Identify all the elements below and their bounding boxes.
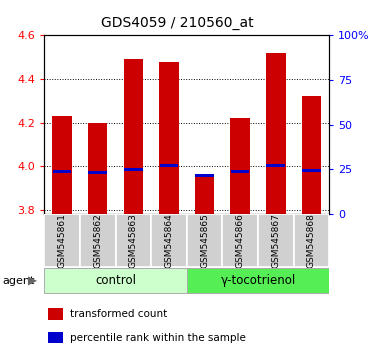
Bar — [258, 214, 294, 267]
Bar — [53, 170, 71, 173]
Bar — [302, 169, 321, 172]
Bar — [187, 268, 329, 293]
Bar — [195, 174, 214, 177]
Text: GSM545867: GSM545867 — [271, 213, 280, 268]
Bar — [48, 332, 63, 343]
Bar — [160, 164, 178, 166]
Bar — [52, 116, 72, 214]
Bar — [293, 214, 329, 267]
Bar — [89, 171, 107, 174]
Text: GDS4059 / 210560_at: GDS4059 / 210560_at — [101, 16, 253, 30]
Bar — [231, 170, 249, 173]
Bar — [80, 214, 116, 267]
Text: GSM545861: GSM545861 — [58, 213, 67, 268]
Bar — [230, 118, 250, 214]
Text: GSM545866: GSM545866 — [236, 213, 244, 268]
Bar — [301, 96, 321, 214]
Bar — [124, 168, 142, 171]
Bar — [116, 214, 151, 267]
Bar — [159, 62, 179, 214]
Text: GSM545862: GSM545862 — [93, 213, 102, 268]
Text: control: control — [95, 274, 136, 287]
Text: percentile rank within the sample: percentile rank within the sample — [70, 333, 246, 343]
Bar — [48, 308, 63, 320]
Text: ▶: ▶ — [28, 274, 37, 287]
Text: GSM545863: GSM545863 — [129, 213, 138, 268]
Text: γ-tocotrienol: γ-tocotrienol — [220, 274, 296, 287]
Text: GSM545864: GSM545864 — [164, 213, 173, 268]
Text: transformed count: transformed count — [70, 309, 167, 319]
Bar — [88, 122, 107, 214]
Bar — [44, 268, 187, 293]
Bar — [223, 214, 258, 267]
Bar — [124, 59, 143, 214]
Text: GSM545865: GSM545865 — [200, 213, 209, 268]
Text: agent: agent — [2, 276, 34, 286]
Bar — [266, 53, 286, 214]
Bar — [151, 214, 187, 267]
Text: GSM545868: GSM545868 — [307, 213, 316, 268]
Bar — [187, 214, 223, 267]
Bar — [44, 214, 80, 267]
Bar — [266, 164, 285, 166]
Bar — [195, 177, 214, 214]
